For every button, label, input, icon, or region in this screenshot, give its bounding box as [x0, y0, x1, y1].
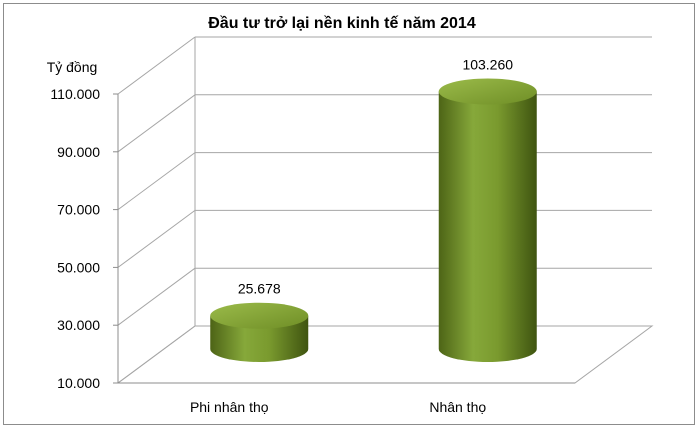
bar	[438, 78, 537, 363]
axes	[113, 93, 654, 384]
gridline-depth	[117, 152, 196, 211]
y-axis-label: Tỷ đồng	[47, 59, 98, 75]
bar-body	[438, 91, 537, 363]
gridline-depth	[117, 209, 196, 268]
y-tick-label: 10.000	[57, 375, 100, 391]
bar-body	[210, 315, 309, 363]
data-label: 25.678	[238, 281, 281, 297]
data-label: 103.260	[462, 56, 513, 72]
x-tick-label: Nhân thọ	[429, 399, 486, 415]
bar-top	[438, 78, 537, 105]
y-tick-label: 70.000	[57, 202, 100, 218]
y-tick-label: 90.000	[57, 144, 100, 160]
labels: 10.000 30.000 50.000 70.000 90.000 110.000 Tỷ …	[47, 15, 514, 415]
y-tick-label: 50.000	[57, 259, 100, 275]
bar-top	[210, 302, 309, 329]
bar	[210, 302, 309, 363]
y-tick-label: 110.000	[50, 86, 100, 102]
chart-title: Đầu tư trở lại nền kinh tế năm 2014	[208, 15, 476, 32]
x-tick-label: Phi nhân thọ	[190, 399, 269, 415]
y-tick-label: 30.000	[57, 317, 100, 333]
floor	[116, 325, 654, 384]
gridline-depth	[117, 94, 196, 153]
grid	[117, 36, 652, 384]
gridline-depth	[117, 36, 196, 95]
bars	[210, 78, 537, 363]
gridline-depth	[117, 267, 196, 326]
